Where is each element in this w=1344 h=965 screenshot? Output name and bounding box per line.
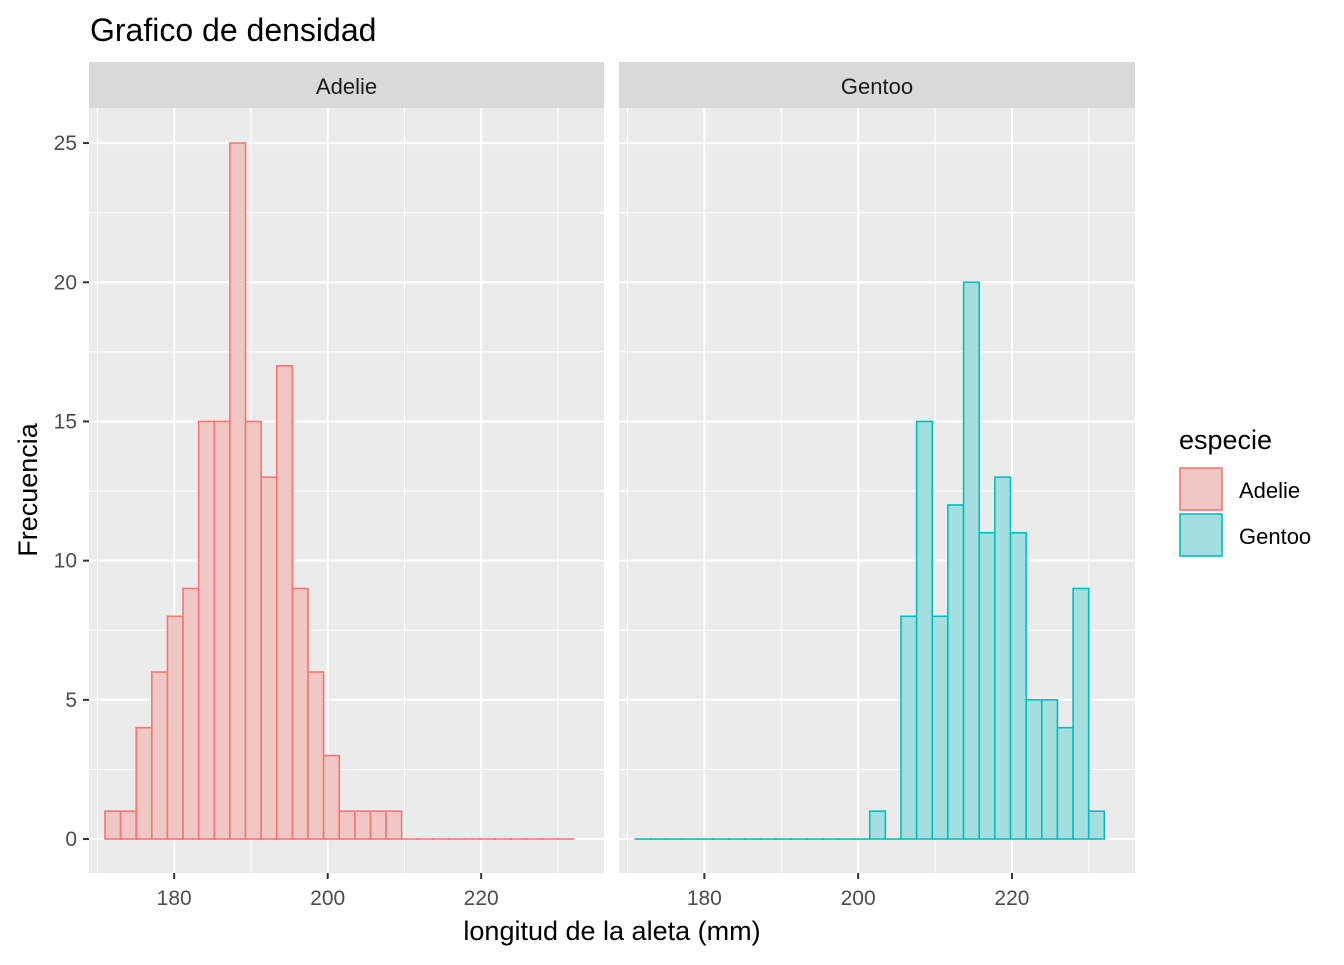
legend-label-adelie: Adelie	[1239, 478, 1300, 503]
histogram-bar	[1042, 700, 1058, 839]
chart-title: Grafico de densidad	[90, 12, 376, 48]
histogram-bar	[230, 143, 246, 839]
facet-strip-label: Gentoo	[841, 74, 913, 99]
histogram-bar	[964, 282, 980, 839]
histogram-bar	[1089, 811, 1105, 839]
y-tick-label: 10	[54, 550, 77, 573]
histogram-bar	[292, 588, 308, 839]
y-tick-label: 15	[54, 410, 77, 433]
histogram-bar	[355, 811, 371, 839]
y-tick-label: 25	[54, 132, 77, 155]
histogram-bar	[214, 421, 230, 839]
legend-label-gentoo: Gentoo	[1239, 524, 1311, 549]
y-axis-label: Frecuencia	[13, 422, 43, 557]
histogram-bar	[917, 421, 933, 839]
histogram-bar	[370, 811, 386, 839]
x-tick-label: 180	[157, 887, 192, 910]
histogram-bar	[105, 811, 121, 839]
histogram-bar	[948, 505, 964, 839]
histogram-bar	[1026, 700, 1042, 839]
legend-title: especie	[1179, 425, 1272, 455]
histogram-bar	[1011, 533, 1027, 839]
histogram-bar	[870, 811, 886, 839]
y-tick-label: 20	[54, 271, 77, 294]
histogram-bar	[932, 616, 948, 839]
histogram-bar	[277, 366, 293, 839]
y-tick-label: 5	[65, 689, 77, 712]
x-axis-label: longitud de la aleta (mm)	[463, 916, 760, 946]
histogram-bar	[261, 477, 277, 839]
x-tick-label: 220	[994, 887, 1029, 910]
legend-key-adelie	[1180, 468, 1222, 510]
facet-panel-gentoo: Gentoo 180 200 220	[619, 62, 1135, 910]
histogram-bar	[308, 672, 324, 839]
histogram-bar	[152, 672, 168, 839]
facet-strip-label: Adelie	[316, 74, 377, 99]
histogram-bar	[199, 421, 215, 839]
histogram-bar	[136, 728, 152, 839]
histogram-bar	[1057, 728, 1073, 839]
histogram-bar	[339, 811, 355, 839]
histogram-bar	[324, 756, 340, 840]
histogram-bar	[386, 811, 402, 839]
x-tick-label: 220	[464, 887, 499, 910]
legend: especie Adelie Gentoo	[1179, 425, 1311, 556]
histogram-bar	[995, 477, 1011, 839]
x-tick-label: 200	[310, 887, 345, 910]
histogram-bar	[979, 533, 995, 839]
histogram-bar	[121, 811, 137, 839]
legend-key-gentoo	[1180, 514, 1222, 556]
x-tick-label: 200	[841, 887, 876, 910]
histogram-bar	[183, 588, 199, 839]
histogram-bar	[167, 616, 183, 839]
facet-panel-adelie: Adelie 180 200 220 0 5 10 15 20 25	[54, 62, 604, 910]
histogram-bar	[1073, 588, 1089, 839]
x-tick-label: 180	[687, 887, 722, 910]
y-tick-label: 0	[65, 828, 77, 851]
histogram-bar	[901, 616, 917, 839]
histogram-bar	[246, 421, 262, 839]
